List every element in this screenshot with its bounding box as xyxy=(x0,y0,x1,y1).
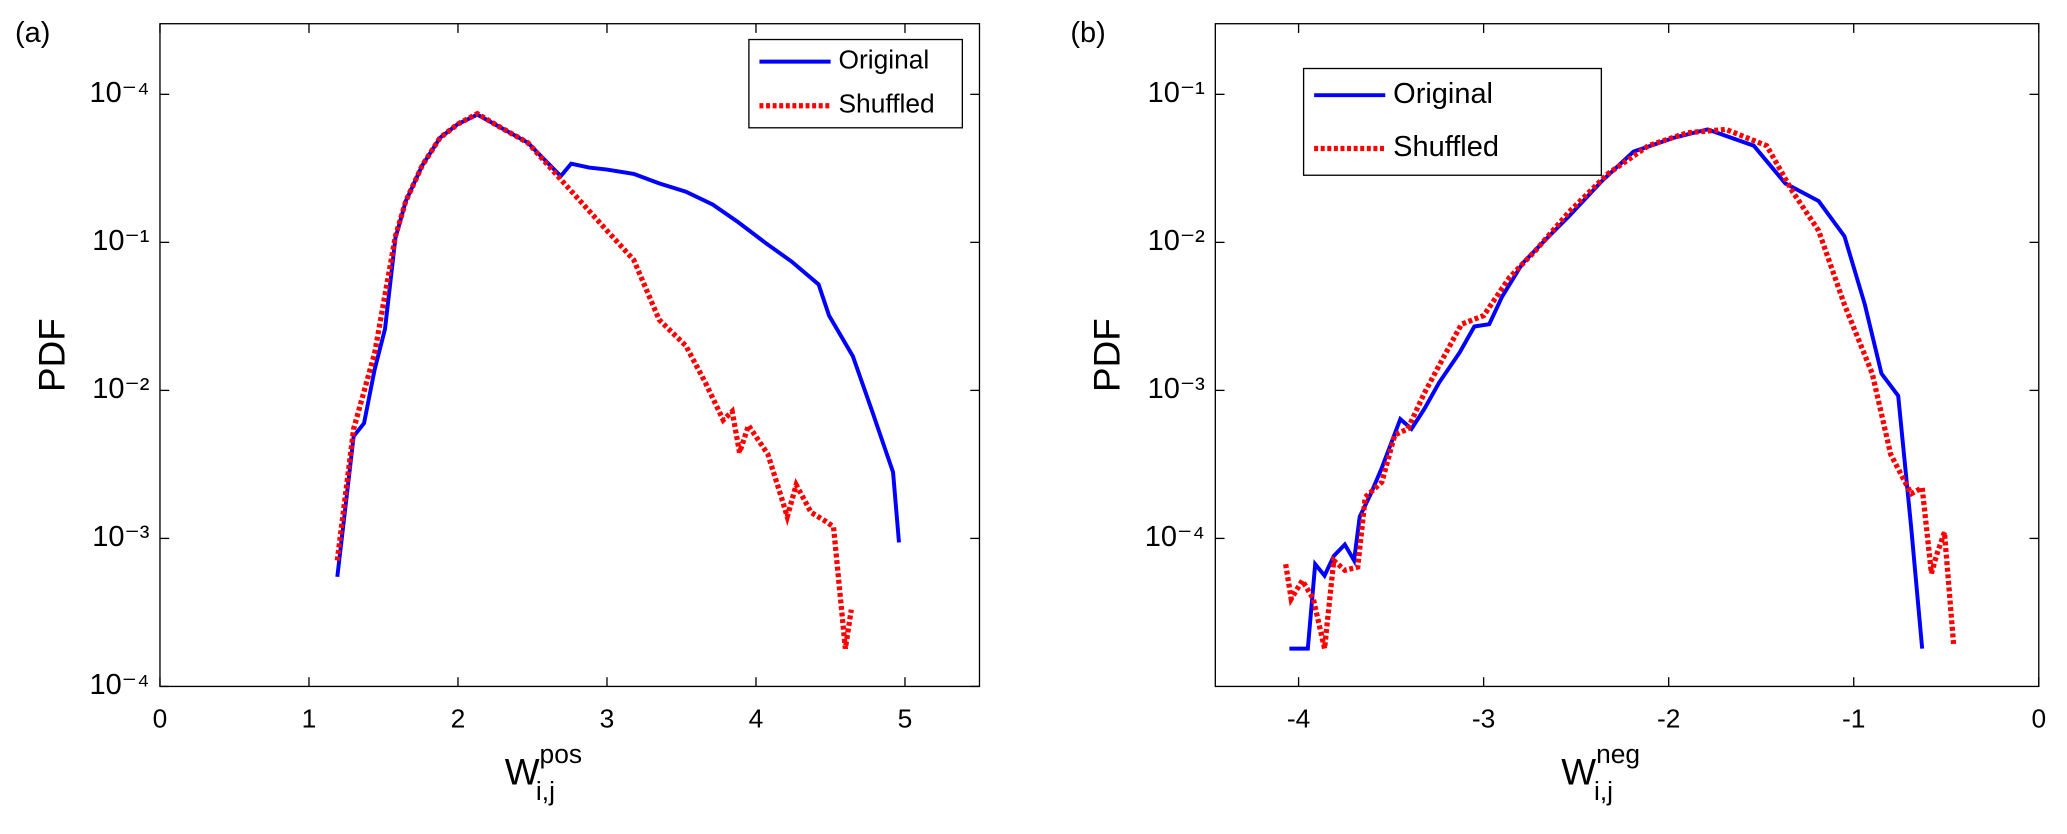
x-tick-label: 3 xyxy=(600,704,615,734)
x-tick-label: -3 xyxy=(1472,704,1495,734)
legend-box xyxy=(1302,67,1603,176)
y-tick-label: 10⁻⁴ xyxy=(89,669,149,701)
y-tick-label: 10⁻³ xyxy=(92,521,150,553)
y-tick-label: 10⁻¹ xyxy=(92,225,150,257)
data-line xyxy=(335,112,901,578)
x-axis-label-sub: i,j xyxy=(536,776,555,806)
y-tick-label: 10⁻³ xyxy=(1148,373,1206,405)
x-axis-label-sup: neg xyxy=(1596,739,1640,769)
legend-label: Shuffled xyxy=(839,89,935,119)
panel-label: (b) xyxy=(1070,17,1105,49)
y-axis-label: PDF xyxy=(1087,318,1128,392)
data-line xyxy=(1283,126,1957,650)
x-axis-label-base: W xyxy=(505,751,540,792)
x-tick-label: 4 xyxy=(749,704,764,734)
data-line xyxy=(334,110,854,650)
x-axis-label-base: W xyxy=(1561,751,1596,792)
y-tick-label: 10⁻⁴ xyxy=(89,77,149,109)
x-tick-label: -2 xyxy=(1657,704,1680,734)
legend-box xyxy=(748,38,964,129)
x-tick-label: -4 xyxy=(1287,704,1310,734)
x-axis-label: Wpos i,j xyxy=(505,739,582,806)
y-tick-label: 10⁻¹ xyxy=(1148,77,1206,109)
plot-area xyxy=(1214,23,2040,688)
legend-label: Original xyxy=(1393,78,1493,110)
y-tick-label: 10⁻⁴ xyxy=(1145,521,1205,553)
x-axis-label: Wneg i,j xyxy=(1561,739,1640,806)
y-tick-label: 10⁻² xyxy=(1148,225,1206,257)
x-tick-label: -1 xyxy=(1842,704,1865,734)
x-tick-label: 1 xyxy=(302,704,317,734)
x-tick-label: 0 xyxy=(2031,704,2046,734)
x-axis-label-sub: i,j xyxy=(1594,776,1613,806)
legend-label: Original xyxy=(839,45,930,75)
x-tick-label: 0 xyxy=(153,704,168,734)
data-line xyxy=(1289,127,1925,651)
y-tick-label: 10⁻² xyxy=(92,373,150,405)
x-tick-label: 2 xyxy=(451,704,466,734)
x-tick-label: 5 xyxy=(898,704,913,734)
x-axis-label-sup: pos xyxy=(540,739,582,769)
y-axis-label: PDF xyxy=(31,318,72,392)
legend-label: Shuffled xyxy=(1393,131,1499,163)
plot-area xyxy=(159,23,981,688)
panel-label: (a) xyxy=(15,17,50,49)
